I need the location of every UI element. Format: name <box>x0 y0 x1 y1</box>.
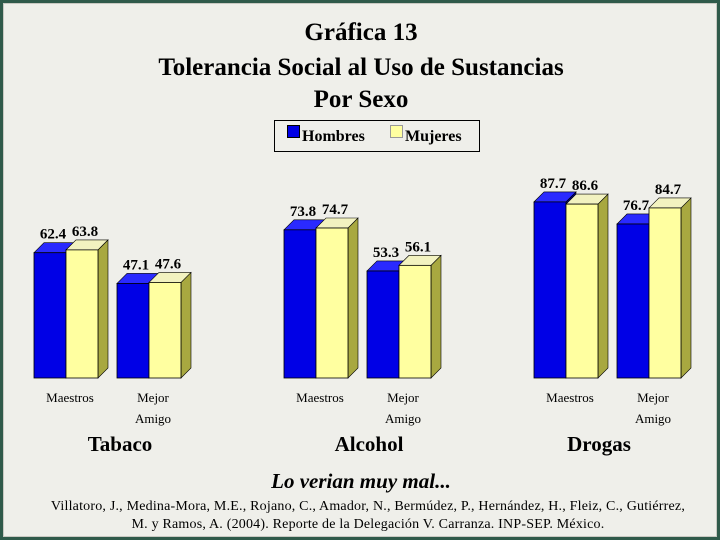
data-label-tabaco-mejor-amigo-mujeres: 47.6 <box>155 256 182 272</box>
bar-drogas-mejor-amigo-mujeres <box>648 207 682 379</box>
source-citation: Villatoro, J., Medina-Mora, M.E., Rojano… <box>50 499 686 532</box>
legend-swatch-mujeres <box>390 125 403 138</box>
category-label-tabaco-maestros-0: Maestros <box>46 390 94 405</box>
data-label-drogas-mejor-amigo-hombres: 76.7 <box>623 198 650 214</box>
bar-drogas-maestros-mujeres <box>565 203 599 379</box>
data-label-drogas-maestros-mujeres: 86.6 <box>572 178 599 194</box>
bar-chart: 62.4 63.8 Maestros 47.1 47.6 Mejor Amigo 73.8 74… <box>33 176 692 426</box>
legend: Hombres Mujeres <box>274 120 480 152</box>
bar-alcohol-mejor-amigo-mujeres <box>398 264 432 379</box>
bar-alcohol-maestros-mujeres <box>315 227 349 379</box>
legend-label-hombres: Hombres <box>302 128 365 145</box>
group-label-tabaco: Tabaco <box>87 432 153 456</box>
bar-tabaco-mejor-amigo-hombres <box>116 283 150 379</box>
data-label-tabaco-mejor-amigo-hombres: 47.1 <box>123 257 149 273</box>
chart-subtitle: Lo verian muy mal... <box>271 469 451 493</box>
chart-title-line-2: Tolerancia Social al Uso de Sustancias <box>158 54 564 81</box>
bar-side-alcohol-mejor-amigo-mujeres <box>430 254 442 379</box>
data-label-alcohol-mejor-amigo-mujeres: 56.1 <box>405 239 431 255</box>
category-label-drogas-mejor-amigo-1: Amigo <box>635 411 671 426</box>
bar-side-alcohol-maestros-mujeres <box>347 217 359 379</box>
legend-swatch-hombres <box>287 125 300 138</box>
bar-tabaco-maestros-hombres <box>33 252 67 379</box>
group-label-alcohol: Alcohol <box>334 432 404 456</box>
bar-alcohol-mejor-amigo-hombres <box>366 270 400 379</box>
bar-side-drogas-maestros-mujeres <box>597 193 609 379</box>
category-label-drogas-maestros-0: Maestros <box>546 390 594 405</box>
data-label-tabaco-maestros-mujeres: 63.8 <box>72 224 98 240</box>
category-label-alcohol-mejor-amigo-0: Mejor <box>387 390 419 405</box>
group-label-drogas: Drogas <box>567 432 631 456</box>
data-label-drogas-mejor-amigo-mujeres: 84.7 <box>655 182 682 198</box>
bar-drogas-mejor-amigo-hombres <box>616 223 650 379</box>
category-label-drogas-mejor-amigo-0: Mejor <box>637 390 669 405</box>
data-label-alcohol-maestros-mujeres: 74.7 <box>322 202 349 218</box>
category-label-alcohol-mejor-amigo-1: Amigo <box>385 411 421 426</box>
chart-title-line-3: Por Sexo <box>313 86 409 113</box>
data-label-drogas-maestros-hombres: 87.7 <box>540 176 567 192</box>
bar-side-tabaco-mejor-amigo-mujeres <box>180 271 192 379</box>
bar-side-drogas-mejor-amigo-mujeres <box>680 197 692 379</box>
slide: Gráfica 13 Tolerancia Social al Uso de S… <box>3 3 717 537</box>
category-label-alcohol-maestros-0: Maestros <box>296 390 344 405</box>
chart-title-line-1: Gráfica 13 <box>304 19 418 46</box>
bar-side-tabaco-maestros-mujeres <box>97 239 109 379</box>
bar-drogas-maestros-hombres <box>533 201 567 379</box>
bar-alcohol-maestros-hombres <box>283 229 317 379</box>
category-label-tabaco-mejor-amigo-0: Mejor <box>137 390 169 405</box>
legend-label-mujeres: Mujeres <box>405 128 462 145</box>
bar-tabaco-maestros-mujeres <box>65 249 99 379</box>
bar-tabaco-mejor-amigo-mujeres <box>148 282 182 379</box>
category-label-tabaco-mejor-amigo-1: Amigo <box>135 411 171 426</box>
data-label-alcohol-maestros-hombres: 73.8 <box>290 204 316 220</box>
data-label-alcohol-mejor-amigo-hombres: 53.3 <box>373 245 399 261</box>
data-label-tabaco-maestros-hombres: 62.4 <box>40 227 67 243</box>
